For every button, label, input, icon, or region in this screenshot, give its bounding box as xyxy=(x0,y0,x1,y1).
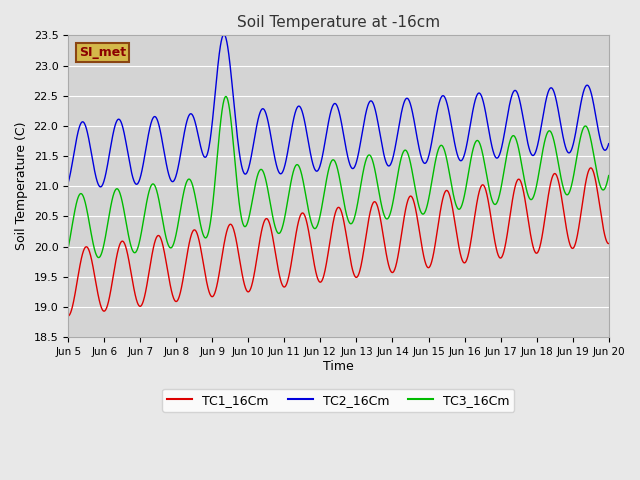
TC1_16Cm xyxy=(589,168,597,174)
TC3_16Cm xyxy=(64,245,72,251)
TC2_16Cm xyxy=(328,106,335,112)
TC2_16Cm xyxy=(314,168,321,174)
TC1_16Cm xyxy=(490,232,498,238)
TC1_16Cm xyxy=(587,165,595,171)
TC2_16Cm xyxy=(589,101,597,107)
TC2_16Cm xyxy=(605,141,612,146)
Line: TC1_16Cm: TC1_16Cm xyxy=(68,168,609,316)
Line: TC2_16Cm: TC2_16Cm xyxy=(68,35,609,187)
TC2_16Cm xyxy=(92,173,100,179)
TC3_16Cm xyxy=(95,255,102,261)
TC2_16Cm xyxy=(220,32,228,37)
TC3_16Cm xyxy=(589,151,597,157)
X-axis label: Time: Time xyxy=(323,360,354,372)
TC3_16Cm xyxy=(222,94,230,99)
TC2_16Cm xyxy=(97,184,104,190)
TC3_16Cm xyxy=(589,149,597,155)
TC3_16Cm xyxy=(314,223,321,229)
TC1_16Cm xyxy=(92,279,100,285)
TC2_16Cm xyxy=(589,99,597,105)
TC3_16Cm xyxy=(490,201,498,207)
Legend: TC1_16Cm, TC2_16Cm, TC3_16Cm: TC1_16Cm, TC2_16Cm, TC3_16Cm xyxy=(163,389,515,412)
Y-axis label: Soil Temperature (C): Soil Temperature (C) xyxy=(15,122,28,251)
TC1_16Cm xyxy=(327,232,335,238)
TC3_16Cm xyxy=(92,251,100,256)
Text: SI_met: SI_met xyxy=(79,46,126,59)
TC2_16Cm xyxy=(64,180,72,186)
TC3_16Cm xyxy=(328,158,335,164)
TC2_16Cm xyxy=(490,152,498,157)
Title: Soil Temperature at -16cm: Soil Temperature at -16cm xyxy=(237,15,440,30)
TC1_16Cm xyxy=(605,240,612,246)
TC3_16Cm xyxy=(605,173,612,179)
TC1_16Cm xyxy=(313,272,321,278)
TC1_16Cm xyxy=(589,168,597,174)
Line: TC3_16Cm: TC3_16Cm xyxy=(68,96,609,258)
TC1_16Cm xyxy=(64,313,72,319)
